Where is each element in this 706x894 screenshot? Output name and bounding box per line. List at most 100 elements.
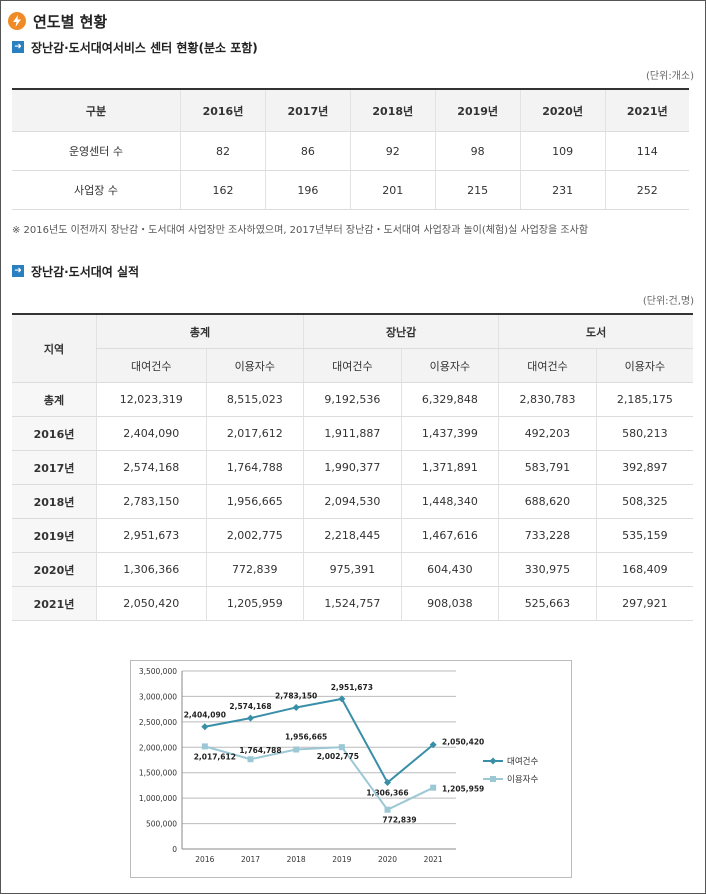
- table-cell: 2,050,420: [96, 586, 207, 621]
- sub-header: 이용자수: [400, 348, 499, 383]
- table-cell: 2,218,445: [303, 518, 402, 553]
- table-cell: 12,023,319: [96, 382, 207, 417]
- x-tick-label: 2020: [378, 855, 397, 864]
- table-row: 2019년 2,951,673 2,002,775 2,218,445 1,467,61…: [12, 518, 693, 553]
- table-cell: 1,956,665: [205, 484, 304, 519]
- series-line: [204, 745, 434, 811]
- data-label: 2,783,150: [275, 691, 317, 700]
- table-cell: 215: [434, 170, 521, 210]
- group-header: 도서: [498, 314, 693, 349]
- table-cell: 297,921: [595, 586, 693, 621]
- row-label: 2021년: [12, 586, 97, 621]
- section2-title: ➜ 장난감·도서대여 실적: [12, 263, 139, 279]
- y-tick-label: 2,000,000: [139, 743, 177, 752]
- data-point: [429, 741, 437, 749]
- table-cell: 1,437,399: [400, 416, 499, 451]
- page-title: 연도별 현황: [8, 10, 107, 32]
- table-header-row: 구분 2016년 2017년 2018년 2019년 2020년 2021년: [12, 89, 689, 132]
- row-label: 총계: [12, 382, 97, 417]
- table-cell: 772,839: [205, 552, 304, 587]
- sub-header: 대여건수: [303, 348, 402, 383]
- table-cell: 92: [349, 131, 436, 171]
- table-row: 총계 12,023,319 8,515,023 9,192,536 6,329,848 2…: [12, 382, 693, 417]
- group-header: 총계: [95, 314, 304, 349]
- table-cell: 2,185,175: [595, 382, 693, 417]
- sub-header: 대여건수: [498, 348, 597, 383]
- table-cell: 2,830,783: [498, 382, 597, 417]
- series-line: [204, 697, 434, 785]
- table-cell: 6,329,848: [400, 382, 499, 417]
- table-row: 2021년 2,050,420 1,205,959 1,524,757 908,038 5…: [12, 586, 693, 621]
- year-header: 2020년: [519, 89, 606, 132]
- data-label: 2,404,090: [184, 711, 226, 720]
- table-cell: 2,002,775: [205, 518, 304, 553]
- table-cell: 688,620: [498, 484, 597, 519]
- year-header: 2018년: [349, 89, 436, 132]
- rental-performance-table: 지역 총계 장난감 도서 대여건수 이용자수 대여건수 이용자수 대여건수 이용…: [12, 313, 693, 621]
- table-cell: 1,467,616: [400, 518, 499, 553]
- table-cell: 908,038: [400, 586, 499, 621]
- y-tick-label: 3,000,000: [139, 692, 177, 701]
- table-cell: 1,764,788: [205, 450, 304, 485]
- data-label: 2,574,168: [229, 702, 271, 711]
- table-row: 2018년 2,783,150 1,956,665 2,094,530 1,448,34…: [12, 484, 693, 519]
- y-tick-label: 1,000,000: [139, 794, 177, 803]
- y-tick-label: 0: [172, 845, 177, 854]
- table-cell: 114: [604, 131, 689, 171]
- legend-label: 이용자수: [507, 774, 538, 785]
- corner-cell: 구분: [12, 89, 181, 132]
- table-cell: 9,192,536: [303, 382, 402, 417]
- data-point: [201, 743, 208, 750]
- table-row: 사업장 수 162 196 201 215 231 252: [12, 170, 689, 210]
- data-label: 1,764,788: [239, 746, 281, 755]
- legend-marker: [489, 757, 497, 765]
- table-row: 운영센터 수 82 86 92 98 109 114: [12, 131, 689, 171]
- data-point: [247, 714, 254, 722]
- table-header-row: 지역 총계 장난감 도서: [12, 314, 693, 383]
- row-label: 운영센터 수: [12, 131, 181, 171]
- table-cell: 168,409: [595, 552, 693, 587]
- table-subheader-row: 대여건수 이용자수 대여건수 이용자수 대여건수 이용자수: [12, 348, 693, 383]
- table-cell: 201: [349, 170, 436, 210]
- data-point: [338, 744, 345, 751]
- group-header: 장난감: [303, 314, 499, 349]
- year-header: 2017년: [264, 89, 351, 132]
- table-cell: 1,990,377: [303, 450, 402, 485]
- data-point: [384, 779, 391, 787]
- x-tick-label: 2019: [332, 855, 351, 864]
- table-cell: 2,017,612: [205, 416, 304, 451]
- legend-marker: [490, 776, 496, 782]
- data-point: [292, 703, 300, 711]
- section2-unit: (단위:건,명): [642, 296, 694, 307]
- data-label: 2,017,612: [194, 752, 236, 761]
- row-label: 사업장 수: [12, 170, 181, 210]
- y-tick-label: 2,500,000: [139, 718, 177, 727]
- table-cell: 1,371,891: [400, 450, 499, 485]
- data-point: [338, 695, 346, 703]
- year-header: 2016년: [180, 89, 266, 132]
- table-cell: 392,897: [595, 450, 693, 485]
- trend-chart: 3,500,000 3,000,000 2,500,000 2,000,000 1,50…: [130, 660, 572, 878]
- table-cell: 535,159: [595, 518, 693, 553]
- table-cell: 2,783,150: [96, 484, 207, 519]
- table-cell: 196: [264, 170, 351, 210]
- table-cell: 109: [519, 131, 606, 171]
- table-cell: 2,574,168: [96, 450, 207, 485]
- section1-title: ➜ 장난감·도서대여서비스 센터 현황(분소 포함): [12, 39, 258, 55]
- x-tick-label: 2018: [287, 855, 306, 864]
- table-cell: 1,306,366: [96, 552, 207, 587]
- table-row: 2020년 1,306,366 772,839 975,391 604,430 330,9…: [12, 552, 693, 587]
- table-body: 총계 12,023,319 8,515,023 9,192,536 6,329,848 2…: [12, 382, 693, 621]
- x-tick-label: 2016: [195, 855, 214, 864]
- table-cell: 604,430: [400, 552, 499, 587]
- row-label: 2016년: [12, 416, 97, 451]
- region-header: 지역: [12, 314, 97, 383]
- arrow-right-icon: ➜: [12, 265, 24, 277]
- year-header: 2019년: [434, 89, 521, 132]
- lightning-icon: [8, 12, 26, 30]
- footnote: ※ 2016년도 이전까지 장난감・도서대여 사업장만 조사하였으며, 2017…: [12, 225, 589, 236]
- table-row: 2016년 2,404,090 2,017,612 1,911,887 1,437,39…: [12, 416, 693, 451]
- table-cell: 733,228: [498, 518, 597, 553]
- table-cell: 330,975: [498, 552, 597, 587]
- table-row: 2017년 2,574,168 1,764,788 1,990,377 1,371,89…: [12, 450, 693, 485]
